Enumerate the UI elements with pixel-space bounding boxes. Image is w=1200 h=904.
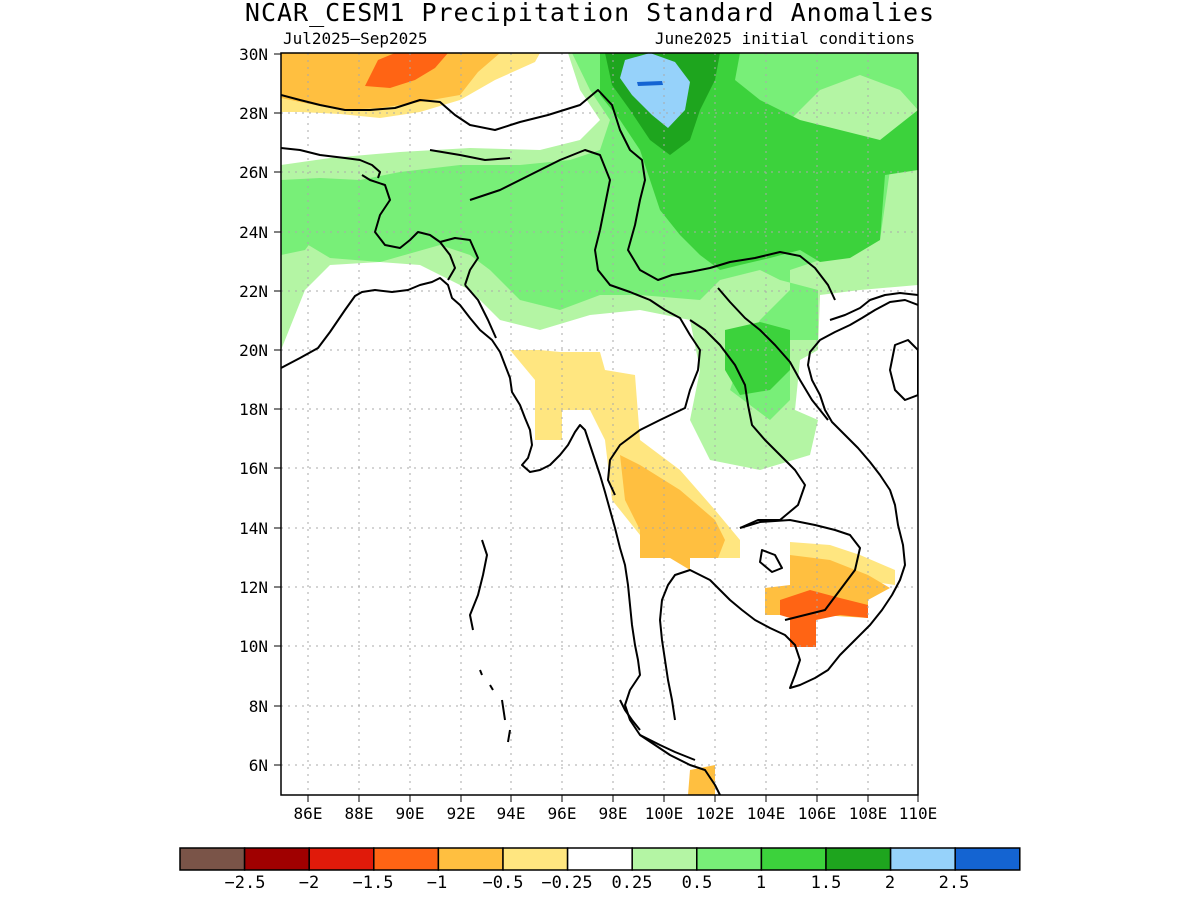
- y-tick-label: 20N: [239, 341, 268, 360]
- colorbar-swatch: [761, 848, 826, 870]
- x-tick-label: 94E: [497, 804, 526, 823]
- colorbar-label: −2: [299, 873, 319, 893]
- y-tick-label: 12N: [239, 578, 268, 597]
- colorbar-label: 2.5: [939, 873, 970, 893]
- x-tick-label: 102E: [696, 804, 735, 823]
- y-tick-label: 8N: [249, 697, 268, 716]
- colorbar-label: 1.5: [811, 873, 842, 893]
- colorbar-label: −0.5: [483, 873, 524, 893]
- x-tick-label: 108E: [849, 804, 888, 823]
- y-tick-label: 14N: [239, 519, 268, 538]
- colorbar-swatch: [438, 848, 503, 870]
- colorbar-label: 0.25: [612, 873, 653, 893]
- y-tick-label: 16N: [239, 459, 268, 478]
- colorbar-swatch: [955, 848, 1020, 870]
- colorbar-label: −1: [427, 873, 447, 893]
- y-tick-label: 22N: [239, 282, 268, 301]
- period-label: Jul2025–Sep2025: [283, 29, 428, 48]
- x-tick-label: 88E: [345, 804, 374, 823]
- colorbar-swatch: [632, 848, 697, 870]
- colorbar-label: −0.25: [541, 873, 592, 893]
- x-tick-label: 104E: [747, 804, 786, 823]
- y-tick-label: 10N: [239, 637, 268, 656]
- colorbar-swatch: [568, 848, 633, 870]
- y-tick-label: 24N: [239, 223, 268, 242]
- colorbar-label: 0.5: [682, 873, 713, 893]
- x-tick-label: 100E: [645, 804, 684, 823]
- y-tick-label: 18N: [239, 400, 268, 419]
- x-tick-label: 96E: [548, 804, 577, 823]
- colorbar-swatch: [180, 848, 245, 870]
- x-tick-label: 110E: [899, 804, 938, 823]
- x-axis-labels: 86E 88E 90E 92E 94E 96E 98E 100E 102E 10…: [294, 804, 938, 823]
- x-tick-label: 106E: [798, 804, 837, 823]
- colorbar-swatch: [826, 848, 891, 870]
- colorbar-label: −2.5: [225, 873, 266, 893]
- colorbar-swatch: [309, 848, 374, 870]
- init-conditions-label: June2025 initial conditions: [655, 29, 915, 48]
- colorbar-swatch: [503, 848, 568, 870]
- y-tick-label: 28N: [239, 104, 268, 123]
- y-tick-label: 26N: [239, 163, 268, 182]
- colorbar-label: 1: [756, 873, 766, 893]
- colorbar-label: −1.5: [353, 873, 394, 893]
- colorbar-swatch: [891, 848, 956, 870]
- colorbar: [180, 848, 1020, 870]
- y-tick-label: 6N: [249, 756, 268, 775]
- x-tick-label: 98E: [599, 804, 628, 823]
- y-axis-labels: 30N 28N 26N 24N 22N 20N 18N 16N 14N 12N …: [239, 45, 268, 775]
- colorbar-label: 2: [885, 873, 895, 893]
- y-tick-label: 30N: [239, 45, 268, 64]
- colorbar-labels: −2.5 −2 −1.5 −1 −0.5 −0.25 0.25 0.5 1 1.…: [225, 873, 970, 893]
- colorbar-swatch: [697, 848, 762, 870]
- figure-title: NCAR_CESM1 Precipitation Standard Anomal…: [245, 0, 935, 27]
- colorbar-swatch: [374, 848, 439, 870]
- x-tick-label: 90E: [396, 804, 425, 823]
- colorbar-swatch: [245, 848, 310, 870]
- x-tick-label: 92E: [447, 804, 476, 823]
- map-panel: [281, 53, 918, 795]
- x-tick-label: 86E: [294, 804, 323, 823]
- figure: NCAR_CESM1 Precipitation Standard Anomal…: [0, 0, 1200, 900]
